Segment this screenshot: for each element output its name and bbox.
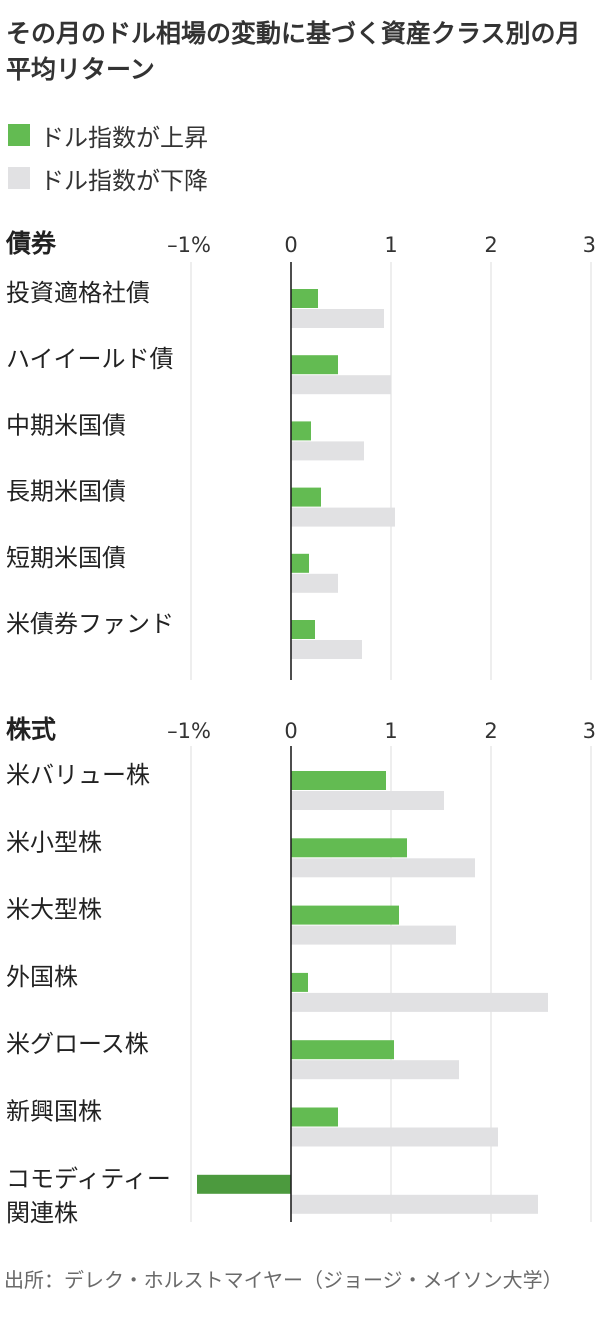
bar-rise-stocks-3 <box>291 972 308 992</box>
bar-rise-stocks-1 <box>291 838 407 858</box>
x-tick-label-bonds-4: 3 <box>583 233 596 257</box>
bar-rise-stocks-6 <box>197 1174 291 1194</box>
bar-rise-stocks-0 <box>291 771 386 790</box>
bar-rise-bonds-0 <box>291 289 318 308</box>
bar-rise-bonds-3 <box>291 487 321 507</box>
category-label-stocks-6: コモディティー関連株 <box>6 1165 171 1227</box>
bar-fall-stocks-5 <box>291 1127 498 1147</box>
bar-fall-bonds-1 <box>291 375 391 395</box>
bar-rise-bonds-1 <box>291 355 338 375</box>
category-label-bonds-3: 長期米国債 <box>6 478 126 506</box>
chart: 債券 –1% 0 1 2 3 投資適格社債ハイイールド債中期米国債長期米国債短期米国債米債券… <box>5 229 596 1227</box>
category-label-bonds-5: 米債券ファンド <box>6 610 174 638</box>
bar-fall-bonds-2 <box>291 441 364 461</box>
panel-title-bonds: 債券 <box>5 229 57 258</box>
bar-fall-stocks-0 <box>291 791 444 810</box>
bar-fall-stocks-3 <box>291 992 548 1012</box>
bar-fall-bonds-5 <box>291 640 362 659</box>
bar-rise-bonds-5 <box>291 620 315 639</box>
category-label-stocks-3: 外国株 <box>6 963 78 991</box>
legend-item-fall: ドル指数が下降 <box>8 163 208 195</box>
bar-rise-bonds-4 <box>291 553 309 573</box>
bar-fall-bonds-3 <box>291 507 395 527</box>
bar-rise-bonds-2 <box>291 421 311 441</box>
x-tick-label-stocks-3: 2 <box>484 719 497 743</box>
bar-rise-stocks-5 <box>291 1107 338 1127</box>
bar-fall-stocks-4 <box>291 1060 459 1080</box>
x-tick-label-bonds-2: 1 <box>384 233 397 257</box>
legend-item-rise: ドル指数が上昇 <box>8 120 208 152</box>
legend-swatch-rise <box>8 124 30 146</box>
legend-label-rise: ドル指数が上昇 <box>40 123 208 152</box>
bar-rise-stocks-2 <box>291 905 399 925</box>
x-tick-label-stocks-0: –1% <box>167 719 211 743</box>
x-tick-label-stocks-4: 3 <box>583 719 596 743</box>
bar-fall-bonds-0 <box>291 309 384 328</box>
x-tick-label-bonds-3: 2 <box>484 233 497 257</box>
bar-fall-stocks-1 <box>291 858 475 878</box>
category-label-stocks-0: 米バリュー株 <box>6 761 150 789</box>
panel-title-stocks: 株式 <box>6 715 56 744</box>
legend-label-fall: ドル指数が下降 <box>40 166 208 195</box>
legend-swatch-fall <box>8 167 30 189</box>
category-label-stocks-2: 米大型株 <box>6 896 102 924</box>
category-label-bonds-0: 投資適格社債 <box>6 279 150 307</box>
bar-fall-stocks-6 <box>291 1194 538 1214</box>
category-label-bonds-1: ハイイールド債 <box>6 345 174 373</box>
chart-title: その月のドル相場の変動に基づく資産クラス別の月平均リターン <box>6 19 581 84</box>
category-label-stocks-5: 新興国株 <box>6 1098 102 1126</box>
bar-fall-stocks-2 <box>291 925 456 945</box>
category-label-stocks-4: 米グロース株 <box>6 1030 149 1058</box>
source-note: 出所：デレク・ホルストマイヤー（ジョージ・メイソン大学） <box>4 1268 563 1292</box>
category-label-stocks-1: 米小型株 <box>6 828 102 856</box>
bar-rise-stocks-4 <box>291 1040 394 1060</box>
category-label-bonds-2: 中期米国債 <box>6 411 126 439</box>
bar-fall-bonds-4 <box>291 573 338 593</box>
x-tick-label-bonds-0: –1% <box>167 233 211 257</box>
category-label-bonds-4: 短期米国債 <box>6 544 126 572</box>
x-tick-label-stocks-2: 1 <box>384 719 397 743</box>
x-tick-label-bonds-1: 0 <box>284 233 297 257</box>
x-tick-label-stocks-1: 0 <box>284 719 297 743</box>
